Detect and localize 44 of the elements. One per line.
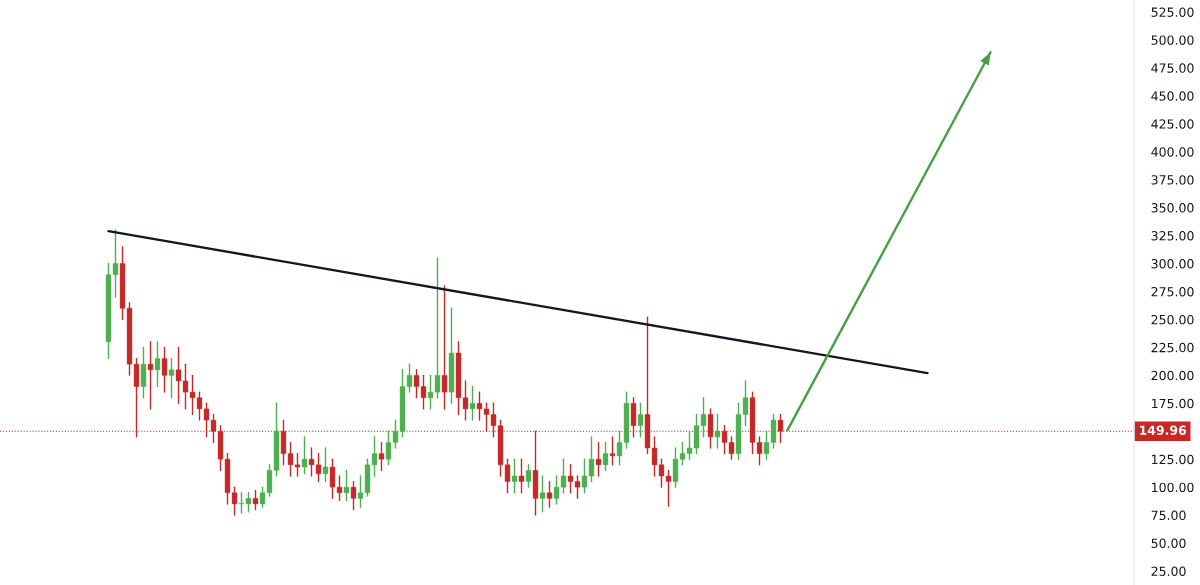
y-tick-label: 225.00 [1151,342,1194,353]
y-tick-label: 275.00 [1151,286,1194,297]
y-tick-label: 425.00 [1151,119,1194,129]
y-tick-label: 500.00 [1151,35,1194,45]
candlestick [511,458,518,494]
candlestick [525,464,532,488]
y-tick-label: 50.00 [1151,538,1186,548]
candlestick [602,441,609,472]
y-tick-label: 525.00 [1151,7,1194,17]
candlestick [154,341,161,388]
candlestick [441,285,448,410]
y-tick-label: 375.00 [1151,175,1194,185]
y-tick-label: 200.00 [1151,370,1194,381]
ref-line-label: 149.96 [1139,425,1187,435]
y-tick-label: 400.00 [1151,147,1194,157]
y-tick-label: 100.00 [1152,482,1194,493]
y-tick-label: 175.00 [1152,398,1194,409]
candlestick [595,441,602,477]
candlestick [469,385,476,421]
candlestick [301,436,308,475]
y-tick-label: 325.00 [1151,231,1194,241]
candlestick [322,447,329,483]
y-tick-label: 250.00 [1151,314,1194,325]
candlestick [140,346,147,399]
candlestick [378,441,385,472]
y-tick-label: 75.00 [1151,510,1186,521]
candlestick [637,402,644,438]
candlestick [609,436,616,466]
candlestick [161,346,168,393]
y-tick-label: 125.00 [1152,454,1194,465]
candlestick [714,413,721,449]
y-tick-label: 450.00 [1151,91,1194,101]
y-tick-label: 300.00 [1151,259,1194,269]
candlestick [350,480,357,511]
y-tick-label: 25.00 [1151,566,1186,576]
candlestick [539,475,546,513]
y-tick-label: 475.00 [1151,63,1194,73]
candlestick [252,489,259,511]
candlestick [518,458,525,494]
candlestick [343,469,350,502]
candlestick [168,357,175,399]
candlestick [546,480,553,508]
candlestick [147,341,154,410]
y-tick-label: 350.00 [1151,203,1194,213]
